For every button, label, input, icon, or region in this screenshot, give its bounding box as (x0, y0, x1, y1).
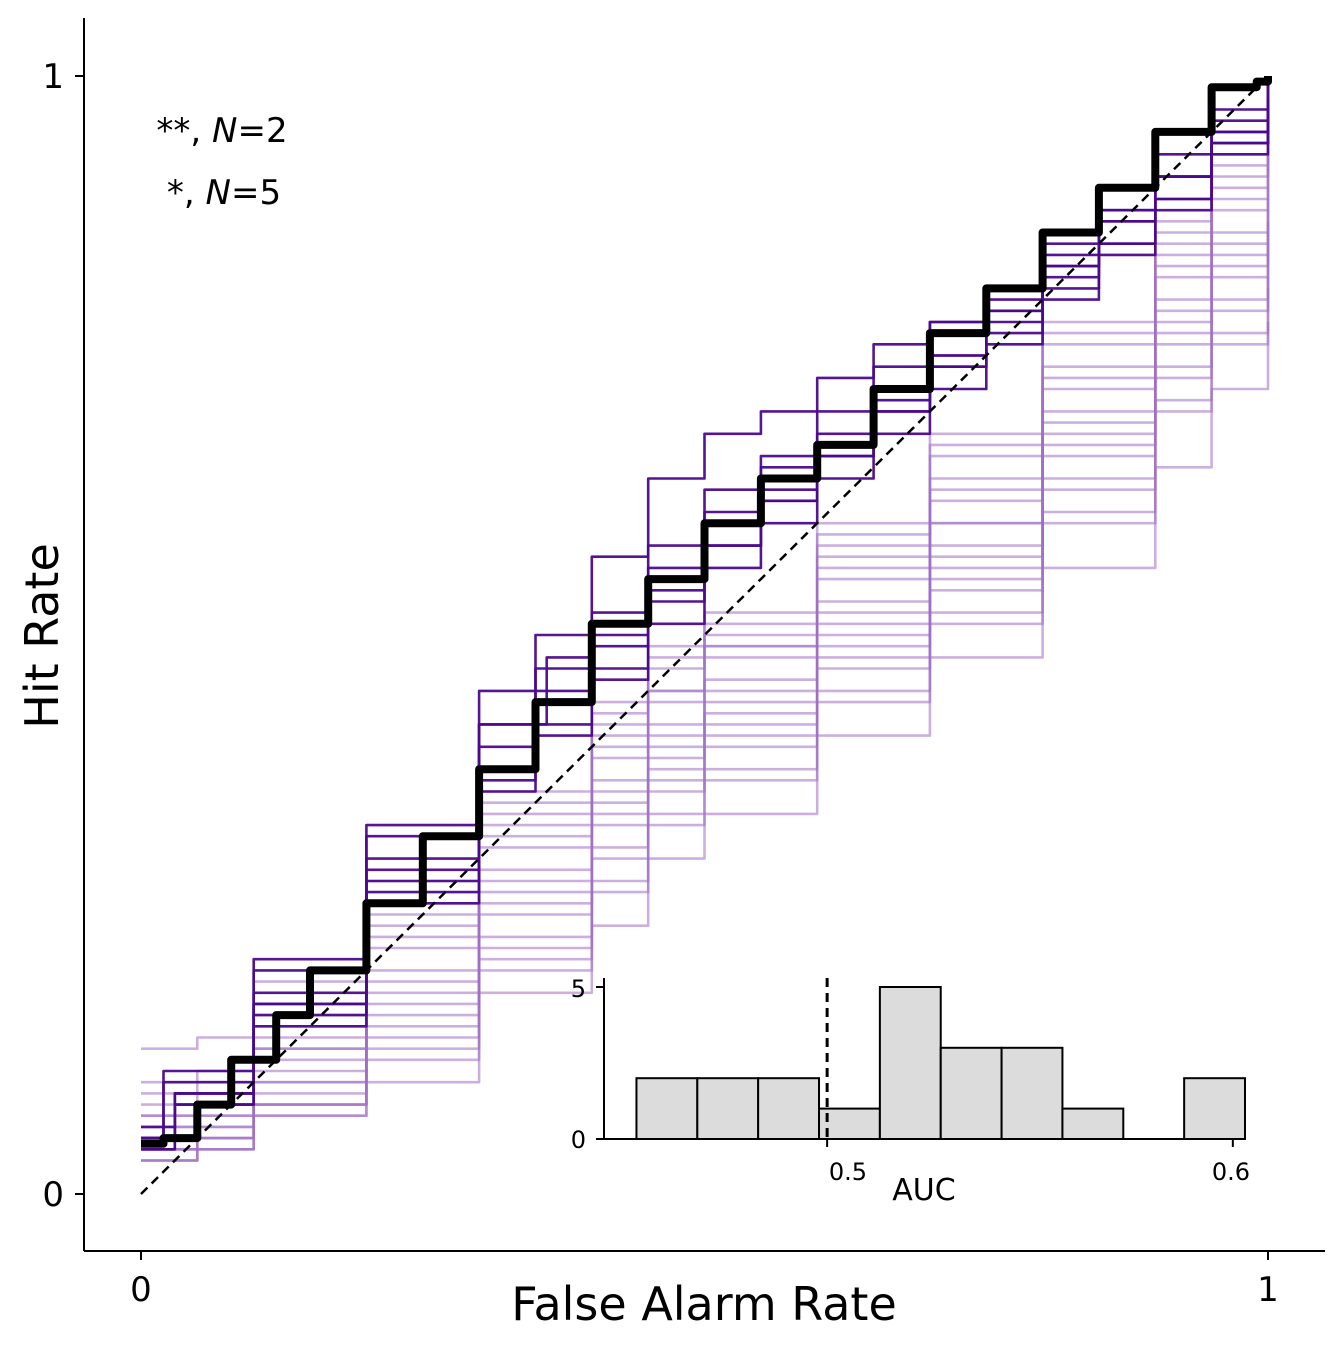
roc-curves (141, 76, 1270, 1162)
y-tick-label-0: 0 (42, 1175, 64, 1215)
inset-y-tick-label-0: 0 (571, 1126, 586, 1154)
chance-layer (140, 75, 1269, 1195)
x-tick-label-1: 1 (1257, 1270, 1279, 1310)
annotation-double-star: **, N=2 (156, 111, 287, 151)
roc-curve-21 (141, 277, 1270, 1151)
hist-bar-4 (878, 986, 942, 1140)
hist-bar-2 (757, 1077, 821, 1140)
y-tick-label-1: 1 (42, 57, 64, 97)
hist-bar-5 (939, 1046, 1003, 1141)
inset-y-tick-label-5: 5 (571, 975, 586, 1003)
mean-roc-curve (141, 76, 1272, 1148)
hist-bars (635, 986, 1247, 1141)
x-axis-label: False Alarm Rate (511, 1277, 897, 1331)
roc-curve-22 (141, 154, 1270, 1117)
inset-x-tick-label-0-5: 0.5 (829, 1158, 867, 1186)
chance-diagonal-line (140, 75, 1269, 1195)
hist-bar-1 (696, 1077, 760, 1140)
inset-ticks (596, 986, 1234, 1147)
mean-layer (141, 76, 1272, 1148)
hist-bar-0 (635, 1077, 699, 1140)
hist-bar-7 (1061, 1107, 1125, 1140)
inset-x-axis-label: AUC (892, 1173, 955, 1208)
annotation-single-star: *, N=5 (167, 173, 281, 213)
hist-bar-9 (1183, 1077, 1247, 1140)
hist-bar-6 (1000, 1046, 1064, 1141)
auc-histogram-inset: 5 0 0.5 0.6 AUC (571, 970, 1250, 1208)
x-tick-label-0: 0 (130, 1270, 152, 1310)
inset-x-tick-label-0-6: 0.6 (1212, 1158, 1250, 1186)
y-axis-label: Hit Rate (15, 543, 69, 729)
main-ticks (75, 75, 1269, 1260)
